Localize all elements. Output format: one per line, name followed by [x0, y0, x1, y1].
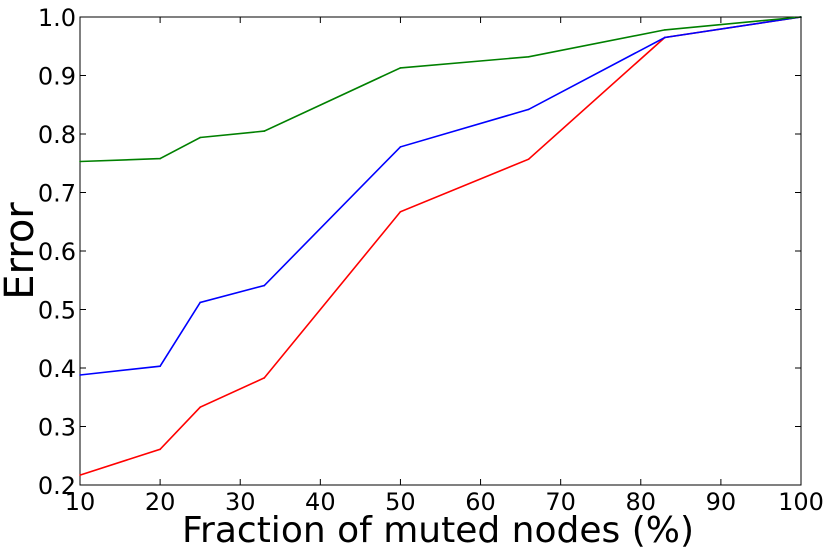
series-1-point [263, 284, 266, 287]
series-2-point [263, 130, 266, 132]
x-tick-label: 60 [465, 488, 496, 516]
y-tick-label: 0.9 [38, 63, 76, 91]
y-tick-label: 1.0 [38, 4, 76, 32]
y-tick-label: 0.8 [38, 121, 76, 149]
y-tick-label: 0.2 [38, 472, 76, 500]
y-tick-label: 0.7 [38, 180, 76, 208]
series-0-point [159, 448, 161, 451]
series-1-point [664, 36, 666, 39]
series-0-point [263, 377, 266, 379]
x-tick-label: 80 [626, 488, 657, 516]
y-tick-label: 0.3 [38, 414, 76, 442]
series-2-point [79, 160, 81, 163]
series-1-point [399, 146, 402, 148]
series-2-point [527, 55, 530, 58]
x-tick-label: 100 [778, 488, 824, 516]
series-2-point [199, 136, 201, 139]
series-2-point [664, 29, 666, 31]
y-tick-label: 0.5 [38, 297, 76, 325]
x-tick-label: 70 [545, 488, 576, 516]
x-tick-label: 30 [225, 488, 256, 516]
series-0-point [199, 406, 201, 408]
y-axis-title: Error [0, 202, 43, 300]
y-tick-label: 0.6 [38, 238, 76, 266]
x-axis-title: Fraction of muted nodes (%) [182, 510, 694, 551]
series-0-point [527, 158, 530, 160]
x-tick-label: 40 [305, 488, 336, 516]
plot-area [79, 16, 802, 486]
series-line-2 [79, 16, 802, 163]
series-line-0 [79, 16, 802, 476]
y-axis-ticks: 0.2 0.3 0.4 0.5 0.6 0.7 0.8 0.9 1.0 [38, 4, 801, 500]
series-1-point [527, 108, 530, 111]
series-2-point [399, 67, 402, 69]
series-1-point [199, 301, 201, 304]
series-line-1 [79, 16, 802, 376]
series-2-point [159, 157, 161, 160]
series-1-point [159, 365, 161, 368]
x-tick-label: 50 [385, 488, 416, 516]
x-tick-label: 90 [706, 488, 737, 516]
plot-frame [79, 16, 802, 486]
x-tick-label: 10 [65, 488, 96, 516]
series-1-point [79, 374, 81, 376]
series-0-point [399, 211, 402, 213]
series-0-point [79, 474, 81, 476]
x-tick-label: 20 [145, 488, 176, 516]
y-tick-label: 0.4 [38, 355, 76, 383]
x-axis-ticks: 10 20 30 40 50 60 70 80 90 100 [65, 17, 824, 516]
